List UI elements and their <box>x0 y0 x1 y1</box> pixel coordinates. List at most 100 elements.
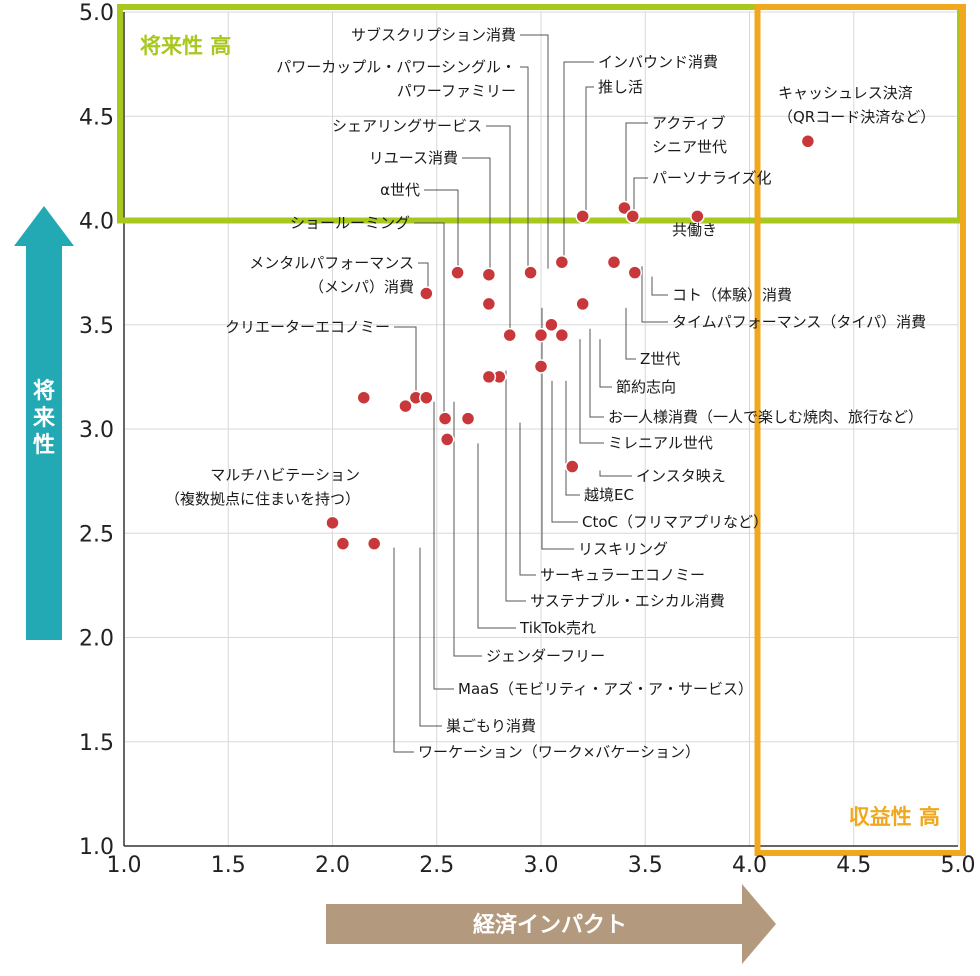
leader-line <box>394 326 417 394</box>
leader-line <box>589 328 604 418</box>
leader-line <box>424 189 459 269</box>
data-point <box>366 536 382 551</box>
data-point <box>690 209 705 224</box>
point-label: Z世代 <box>640 350 680 368</box>
data-point <box>450 265 465 280</box>
point-label-line: Z世代 <box>640 350 680 368</box>
data-point <box>356 390 372 405</box>
y-tick-label: 1.5 <box>79 731 114 756</box>
point-label-line: （複数拠点に住まいを持つ） <box>165 490 360 508</box>
point-label: 越境EC <box>584 486 634 504</box>
point-label-line: ミレニアル世代 <box>608 434 713 452</box>
y-tick-label: 5.0 <box>79 1 114 26</box>
data-point <box>565 459 580 474</box>
y-tick-label: 1.0 <box>79 835 114 860</box>
point-label-line: シニア世代 <box>652 138 727 156</box>
leader-line <box>520 66 529 269</box>
profit-high-zone <box>754 4 966 856</box>
leader-line <box>625 122 648 212</box>
x-tick-label: 3.5 <box>628 853 663 878</box>
y-axis-label-char: 将 <box>33 378 55 404</box>
leader-line <box>563 61 594 267</box>
data-point <box>523 265 538 280</box>
leader-line <box>453 401 482 657</box>
data-point <box>439 432 455 447</box>
point-label-line: アクティブ <box>652 114 725 132</box>
data-point <box>544 317 559 332</box>
point-label-line: ジェンダーフリー <box>486 647 605 665</box>
point-label-line: クリエーターエコノミー <box>225 318 390 336</box>
point-label: インバウンド消費 <box>598 53 718 71</box>
point-label: タイムパフォーマンス（タイパ）消費 <box>672 313 926 331</box>
point-label: パワーカップル・パワーシングル・パワーファミリー <box>276 58 516 100</box>
point-label: マルチハビテーション （複数拠点に住まいを持つ） <box>165 466 360 508</box>
point-label-line: 節約志向 <box>616 378 676 396</box>
point-label-line: サブスクリプション消費 <box>351 26 516 44</box>
y-axis-arrow <box>14 206 74 640</box>
point-label: キャッシュレス決済 （QRコード決済など） <box>778 84 935 126</box>
point-label-line: キャッシュレス決済 <box>778 84 913 102</box>
leader-line <box>599 470 632 477</box>
point-label-line: インスタ映え <box>636 467 726 485</box>
point-label: サステナブル・エシカル消費 <box>530 592 725 610</box>
point-label-line: シェアリングサービス <box>332 117 482 135</box>
point-label-line: リユース消費 <box>369 149 458 167</box>
profit-high-zone-label: 収益性 高 <box>849 805 940 829</box>
leader-line <box>585 86 594 221</box>
point-label-line: MaaS（モビリティ・アズ・ア・サービス） <box>458 680 753 698</box>
point-label: クリエーターエコノミー <box>225 318 390 336</box>
data-point <box>460 411 476 426</box>
point-label-line: ワーケーション（ワーク×バケーション） <box>418 743 700 761</box>
y-tick-label: 4.0 <box>79 210 114 235</box>
x-tick-label: 1.0 <box>107 853 142 878</box>
point-label-line: リスキリング <box>578 540 668 558</box>
x-axis-label: 経済インパクト <box>473 912 627 938</box>
y-axis-label: 将来性 <box>32 378 56 458</box>
data-point <box>800 134 816 149</box>
data-point <box>335 536 351 551</box>
point-label-line: 推し活 <box>598 78 643 96</box>
data-point <box>325 515 340 531</box>
y-tick-label: 2.0 <box>79 627 114 652</box>
point-label: ワーケーション（ワーク×バケーション） <box>418 743 700 761</box>
y-tick-label: 4.5 <box>79 105 114 130</box>
x-tick-label: 2.0 <box>315 853 350 878</box>
point-label: MaaS（モビリティ・アズ・ア・サービス） <box>458 680 753 698</box>
leader-line <box>579 339 604 444</box>
x-tick-label: 2.5 <box>419 853 454 878</box>
point-label-line: インバウンド消費 <box>598 53 718 71</box>
leader-line <box>520 34 549 269</box>
point-label: ミレニアル世代 <box>608 434 713 452</box>
data-point <box>502 327 517 343</box>
leader-line <box>641 266 668 323</box>
x-tick-label: 4.0 <box>732 853 767 878</box>
leader-lines <box>393 34 668 753</box>
x-tick-label: 4.5 <box>836 853 871 878</box>
point-label-line: パーソナライズ化 <box>652 169 772 187</box>
data-point <box>419 390 434 405</box>
point-label-line: タイムパフォーマンス（タイパ）消費 <box>672 313 926 331</box>
point-label: 巣ごもり消費 <box>446 717 536 735</box>
point-label-line: 共働き <box>672 221 717 239</box>
leader-line <box>505 370 526 602</box>
point-label: インスタ映え <box>636 467 726 485</box>
point-label: コト（体験）消費 <box>672 286 792 304</box>
data-point <box>627 265 643 280</box>
data-point <box>606 254 622 270</box>
data-point <box>419 286 434 301</box>
point-label-line: （QRコード決済など） <box>778 108 935 126</box>
point-label-line: サステナブル・エシカル消費 <box>530 592 725 610</box>
leader-line <box>462 157 491 271</box>
y-tick-label: 3.5 <box>79 314 114 339</box>
point-label-line: お一人様消費（一人で楽しむ焼肉、旅行など） <box>608 408 923 426</box>
data-point <box>481 267 497 282</box>
data-point <box>554 254 570 270</box>
point-label: 推し活 <box>598 78 643 96</box>
point-label-line: （メンパ）消費 <box>309 278 414 296</box>
point-label: サブスクリプション消費 <box>351 26 516 44</box>
leader-line <box>419 547 442 727</box>
point-label: サーキュラーエコノミー <box>540 566 705 584</box>
leader-line <box>633 177 648 221</box>
leader-line <box>541 307 574 550</box>
y-axis-label-char: 来 <box>32 406 56 431</box>
